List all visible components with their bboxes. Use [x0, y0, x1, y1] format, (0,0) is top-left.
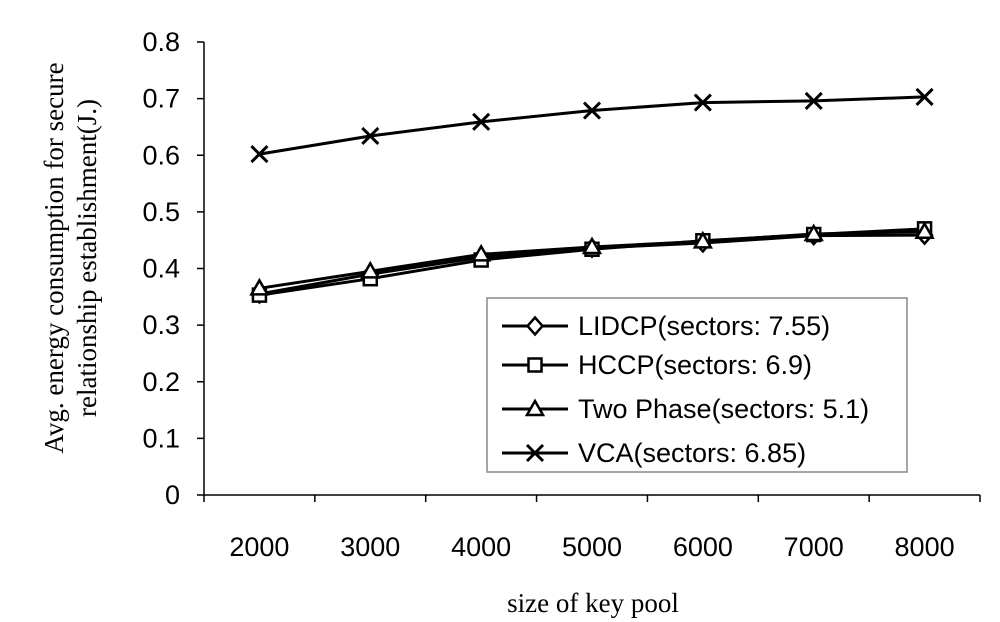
legend-item: LIDCP(sectors: 7.55) [502, 311, 830, 341]
x-tick-label: 2000 [229, 532, 289, 562]
square-marker [527, 357, 543, 373]
legend-label: Two Phase(sectors: 5.1) [578, 394, 869, 424]
diamond-marker [525, 315, 545, 337]
triangle-marker [914, 221, 935, 239]
y-tick-label: 0.8 [142, 27, 180, 57]
x-marker-stroke [525, 443, 545, 463]
y-tick-label: 0.6 [142, 140, 180, 170]
y-tick-label: 0.7 [142, 84, 180, 114]
y-tick-label: 0 [165, 480, 180, 510]
legend-item: Two Phase(sectors: 5.1) [502, 394, 869, 424]
x-tick-label: 5000 [562, 532, 622, 562]
x-marker [525, 443, 545, 463]
triangle-marker [524, 398, 546, 417]
x-tick-label: 7000 [784, 532, 844, 562]
x-axis-ticks: 2000 3000 4000 5000 6000 7000 8000 [203, 495, 981, 562]
x-tick-label: 8000 [895, 532, 955, 562]
triangle-marker [692, 230, 714, 249]
triangle-marker [470, 243, 492, 262]
legend: LIDCP(sectors: 7.55) HCCP(sectors: 6.9) Tw… [486, 297, 908, 473]
x-marker-stroke [915, 87, 934, 106]
triangle-marker [803, 223, 824, 242]
x-tick-label: 4000 [451, 532, 511, 562]
legend-item: VCA(sectors: 6.85) [502, 438, 806, 468]
y-tick-label: 0.5 [142, 197, 180, 227]
y-tick-label: 0.1 [142, 423, 180, 453]
series-group [249, 87, 935, 305]
x-marker-stroke [250, 145, 269, 164]
y-tick-label: 0.2 [142, 367, 180, 397]
y-axis-title-line-2: relationship establishment(J.) [72, 99, 102, 417]
x-marker [915, 87, 934, 106]
x-marker-stroke [361, 126, 380, 146]
x-marker-stroke [804, 91, 823, 110]
triangle-marker [360, 260, 381, 279]
legend-label: LIDCP(sectors: 7.55) [578, 311, 830, 341]
y-axis-title-line-1: Avg. energy consumption for secure [39, 62, 69, 453]
series-x [250, 87, 934, 164]
legend-item: HCCP(sectors: 6.9) [502, 350, 812, 380]
triangle-marker [249, 277, 270, 296]
x-marker [804, 91, 823, 110]
x-marker [361, 126, 380, 146]
x-tick-label: 6000 [673, 532, 733, 562]
series-triangle [249, 221, 935, 296]
x-marker-stroke [472, 112, 491, 131]
y-tick-label: 0.4 [142, 254, 180, 284]
triangle-marker [581, 236, 603, 255]
x-axis-title: size of key pool [507, 588, 679, 618]
x-marker-stroke [582, 101, 602, 120]
x-marker-stroke [693, 93, 712, 112]
x-marker [472, 112, 491, 131]
x-marker [582, 101, 602, 120]
x-tick-label: 3000 [340, 532, 400, 562]
legend-label: VCA(sectors: 6.85) [578, 438, 806, 468]
x-marker [693, 93, 712, 112]
y-axis-ticks: 0 0.1 0.2 0.3 0.4 0.5 0.6 0.7 0.8 [142, 27, 204, 510]
y-tick-label: 0.3 [142, 310, 180, 340]
series-line [259, 95, 925, 156]
x-marker [250, 145, 269, 164]
legend-label: HCCP(sectors: 6.9) [578, 350, 812, 380]
